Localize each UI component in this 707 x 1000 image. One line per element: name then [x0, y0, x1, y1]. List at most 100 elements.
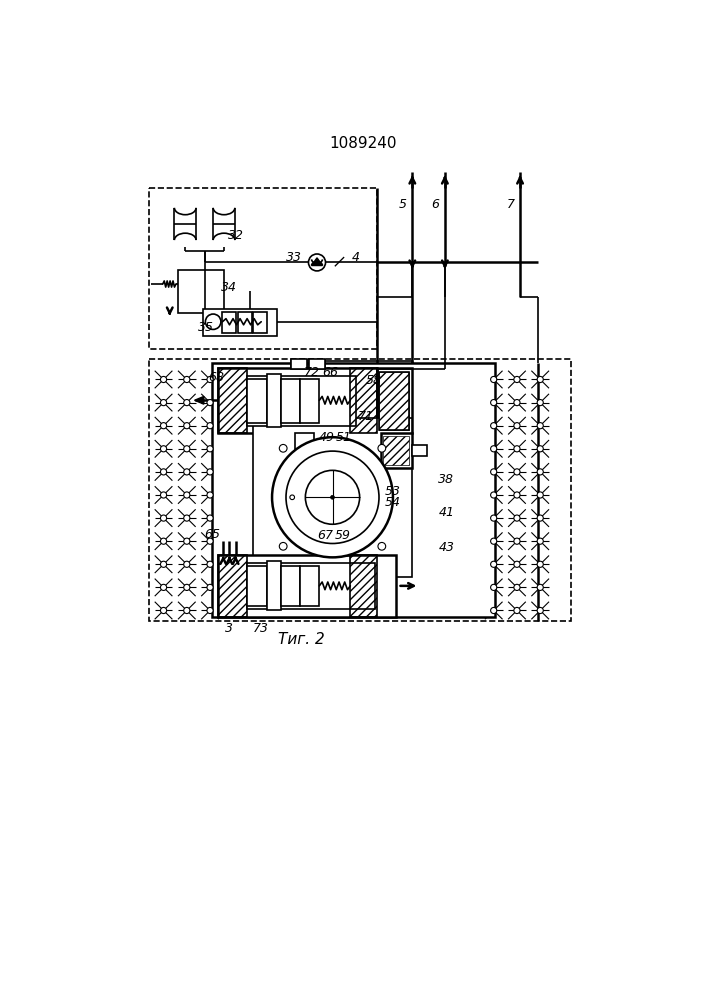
Circle shape	[378, 542, 386, 550]
Circle shape	[207, 492, 213, 498]
Circle shape	[537, 607, 543, 614]
Circle shape	[184, 376, 190, 383]
Circle shape	[537, 376, 543, 383]
Circle shape	[537, 584, 543, 590]
Text: 65: 65	[204, 528, 221, 541]
Circle shape	[491, 469, 497, 475]
Circle shape	[184, 446, 190, 452]
Circle shape	[184, 584, 190, 590]
Text: 4: 4	[352, 251, 360, 264]
Circle shape	[491, 446, 497, 452]
Bar	[149, 188, 378, 349]
Circle shape	[514, 538, 520, 544]
Bar	[218, 555, 247, 617]
Circle shape	[160, 538, 167, 544]
Circle shape	[290, 495, 295, 500]
Circle shape	[184, 607, 190, 614]
Bar	[247, 379, 267, 423]
Circle shape	[491, 538, 497, 544]
Circle shape	[491, 423, 497, 429]
Circle shape	[514, 469, 520, 475]
Circle shape	[272, 437, 393, 557]
Circle shape	[491, 400, 497, 406]
Text: 3: 3	[226, 622, 233, 635]
Text: 43: 43	[438, 541, 455, 554]
Circle shape	[286, 451, 379, 544]
Circle shape	[160, 469, 167, 475]
Text: 41: 41	[438, 506, 455, 519]
Bar	[238, 312, 252, 333]
Bar	[383, 436, 409, 465]
Circle shape	[514, 584, 520, 590]
Circle shape	[308, 254, 325, 271]
Text: 38: 38	[438, 473, 455, 486]
Circle shape	[160, 515, 167, 521]
Circle shape	[160, 446, 167, 452]
Bar	[380, 433, 411, 468]
Text: 58: 58	[366, 374, 382, 387]
Bar	[281, 566, 300, 606]
Circle shape	[491, 607, 497, 614]
Circle shape	[160, 376, 167, 383]
Circle shape	[207, 423, 213, 429]
Bar	[351, 368, 377, 433]
Bar	[247, 563, 375, 609]
Text: 49: 49	[318, 431, 334, 444]
Circle shape	[514, 400, 520, 406]
Circle shape	[207, 584, 213, 590]
Polygon shape	[194, 396, 204, 404]
Text: 53: 53	[385, 485, 401, 498]
Circle shape	[331, 495, 334, 499]
Circle shape	[491, 515, 497, 521]
Circle shape	[491, 561, 497, 567]
Bar	[247, 376, 356, 426]
Circle shape	[184, 492, 190, 498]
Text: 33: 33	[286, 251, 302, 264]
Bar	[351, 555, 377, 617]
Circle shape	[537, 561, 543, 567]
Text: 51: 51	[336, 431, 352, 444]
Bar	[247, 566, 267, 606]
Circle shape	[514, 492, 520, 498]
Text: 32: 32	[228, 229, 244, 242]
Circle shape	[537, 538, 543, 544]
Text: 59: 59	[334, 529, 351, 542]
Circle shape	[514, 446, 520, 452]
Bar	[281, 379, 300, 423]
Circle shape	[160, 400, 167, 406]
Text: 7: 7	[507, 198, 515, 211]
Bar	[252, 418, 412, 577]
Bar	[300, 566, 320, 606]
Text: 66: 66	[322, 366, 338, 379]
Bar	[223, 312, 236, 333]
Circle shape	[207, 446, 213, 452]
Text: 5: 5	[398, 198, 407, 211]
Circle shape	[537, 492, 543, 498]
Circle shape	[514, 376, 520, 383]
Text: Τиг. 2: Τиг. 2	[278, 632, 325, 647]
Bar	[253, 312, 267, 333]
Circle shape	[279, 444, 287, 452]
Circle shape	[207, 469, 213, 475]
Circle shape	[160, 492, 167, 498]
Circle shape	[537, 446, 543, 452]
Bar	[379, 372, 409, 430]
Circle shape	[184, 538, 190, 544]
Circle shape	[514, 607, 520, 614]
Circle shape	[207, 607, 213, 614]
Text: 54: 54	[385, 496, 401, 509]
Bar	[218, 555, 396, 617]
Circle shape	[207, 561, 213, 567]
Circle shape	[537, 515, 543, 521]
Circle shape	[491, 584, 497, 590]
Bar	[379, 372, 409, 430]
Text: 71: 71	[358, 410, 374, 423]
Circle shape	[537, 423, 543, 429]
Text: 34: 34	[221, 281, 238, 294]
Circle shape	[305, 470, 360, 524]
Circle shape	[537, 469, 543, 475]
Text: 6: 6	[431, 198, 440, 211]
Circle shape	[378, 444, 386, 452]
Bar	[323, 541, 341, 555]
Circle shape	[184, 423, 190, 429]
